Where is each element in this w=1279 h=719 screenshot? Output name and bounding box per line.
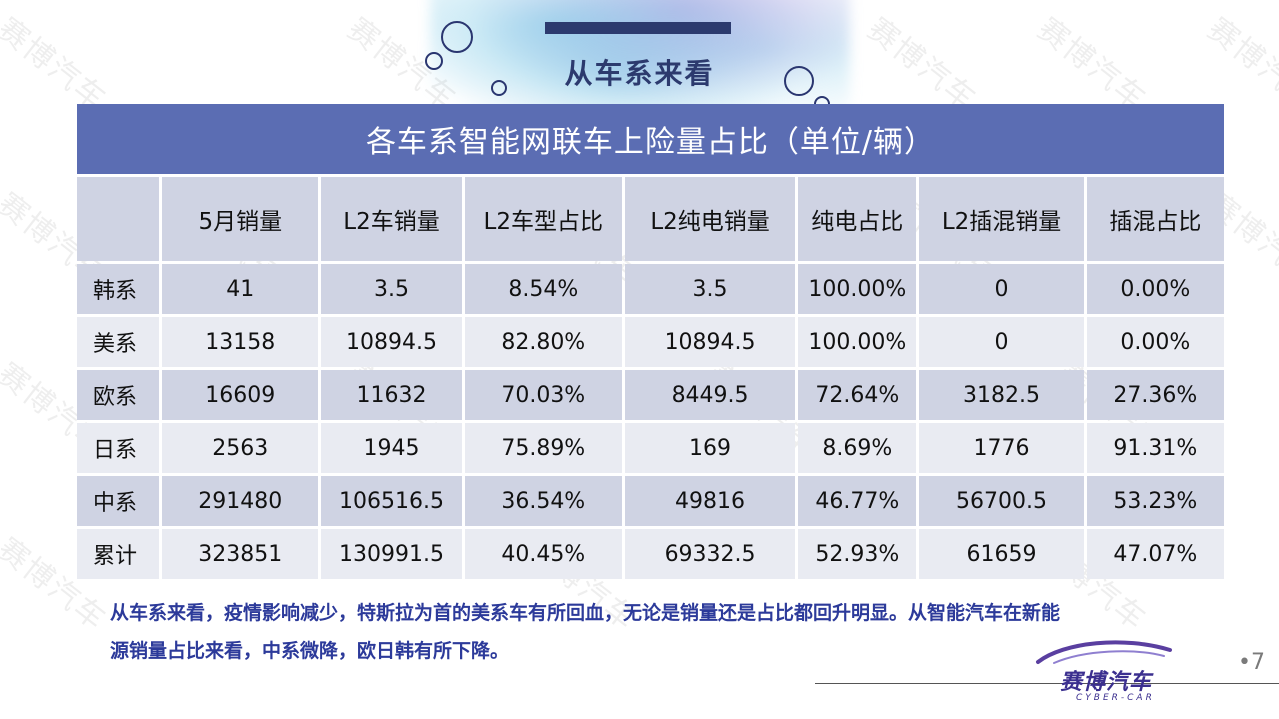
table-cell: 91.31% [1086,423,1224,473]
summary-note: 从车系来看，疫情影响减少，特斯拉为首的美系车有所回血，无论是销量还是占比都回升明… [110,594,1230,670]
table-cell: 169 [624,423,796,473]
table-cell: 36.54% [464,476,622,526]
column-header: L2插混销量 [919,177,1084,261]
column-header: L2车销量 [321,177,462,261]
watercolor-splash [430,0,850,120]
table-row: 欧系 16609 11632 70.03% 8449.5 72.64% 3182… [77,370,1224,420]
table-cell: 13158 [162,317,319,367]
logo-name: 赛博汽车 [1060,670,1153,695]
table-cell: 3.5 [321,264,462,314]
table-cell: 2563 [162,423,319,473]
table-cell: 46.77% [798,476,917,526]
table-cell: 1776 [919,423,1084,473]
table-cell: 41 [162,264,319,314]
row-label: 日系 [77,423,160,473]
table-cell: 0 [919,264,1084,314]
column-header: 插混占比 [1086,177,1224,261]
row-label: 中系 [77,476,160,526]
table-cell: 16609 [162,370,319,420]
footer-divider [815,683,1279,684]
table-cell: 0.00% [1086,317,1224,367]
table-cell: 8.54% [464,264,622,314]
table-row: 中系 291480 106516.5 36.54% 49816 46.77% 5… [77,476,1224,526]
table-cell: 8449.5 [624,370,796,420]
table-cell: 69332.5 [624,529,796,579]
summary-line: 源销量占比来看，中系微降，欧日韩有所下降。 [110,640,510,662]
table-caption: 各车系智能网联车上险量占比（单位/辆） [77,104,1224,174]
table-cell: 72.64% [798,370,917,420]
table-cell: 61659 [919,529,1084,579]
column-header: L2车型占比 [464,177,622,261]
brand-logo: 赛博汽车 CYBER-CAR [1030,636,1180,712]
table-cell: 75.89% [464,423,622,473]
table-cell: 291480 [162,476,319,526]
share-table: 5月销量 L2车销量 L2车型占比 L2纯电销量 纯电占比 L2插混销量 插混占… [74,174,1227,582]
table-cell: 3.5 [624,264,796,314]
table-cell: 53.23% [1086,476,1224,526]
title-accent-bar [545,22,731,34]
table-cell: 82.80% [464,317,622,367]
table-cell: 52.93% [798,529,917,579]
table-row: 韩系 41 3.5 8.54% 3.5 100.00% 0 0.00% [77,264,1224,314]
car-swoosh-icon [1036,640,1172,664]
table-cell: 3182.5 [919,370,1084,420]
summary-line: 从车系来看，疫情影响减少，特斯拉为首的美系车有所回血，无论是销量还是占比都回升明… [110,602,1061,624]
bubble-decoration [784,66,814,96]
table-cell: 56700.5 [919,476,1084,526]
table-row: 日系 2563 1945 75.89% 169 8.69% 1776 91.31… [77,423,1224,473]
column-header [77,177,160,261]
table-cell: 8.69% [798,423,917,473]
table-cell: 323851 [162,529,319,579]
table-cell: 40.45% [464,529,622,579]
row-label: 欧系 [77,370,160,420]
row-label: 累计 [77,529,160,579]
table-cell: 47.07% [1086,529,1224,579]
data-table: 各车系智能网联车上险量占比（单位/辆） 5月销量 L2车销量 L2车型占比 L2… [77,104,1224,582]
table-cell: 100.00% [798,264,917,314]
column-header-row: 5月销量 L2车销量 L2车型占比 L2纯电销量 纯电占比 L2插混销量 插混占… [77,177,1224,261]
bubble-decoration [425,52,443,70]
table-row: 美系 13158 10894.5 82.80% 10894.5 100.00% … [77,317,1224,367]
table-cell: 0 [919,317,1084,367]
table-cell: 106516.5 [321,476,462,526]
row-label: 韩系 [77,264,160,314]
table-cell: 0.00% [1086,264,1224,314]
page-number: •7 [1238,650,1265,675]
column-header: 纯电占比 [798,177,917,261]
table-cell: 49816 [624,476,796,526]
table-cell: 100.00% [798,317,917,367]
table-cell: 130991.5 [321,529,462,579]
row-label: 美系 [77,317,160,367]
table-cell: 1945 [321,423,462,473]
table-row: 累计 323851 130991.5 40.45% 69332.5 52.93%… [77,529,1224,579]
table-cell: 70.03% [464,370,622,420]
column-header: L2纯电销量 [624,177,796,261]
table-cell: 10894.5 [624,317,796,367]
table-cell: 27.36% [1086,370,1224,420]
column-header: 5月销量 [162,177,319,261]
table-cell: 11632 [321,370,462,420]
slide-title: 从车系来看 [564,57,715,90]
bubble-decoration [491,80,507,96]
logo-subtitle: CYBER-CAR [1076,693,1155,703]
bubble-decoration [441,21,473,53]
table-cell: 10894.5 [321,317,462,367]
